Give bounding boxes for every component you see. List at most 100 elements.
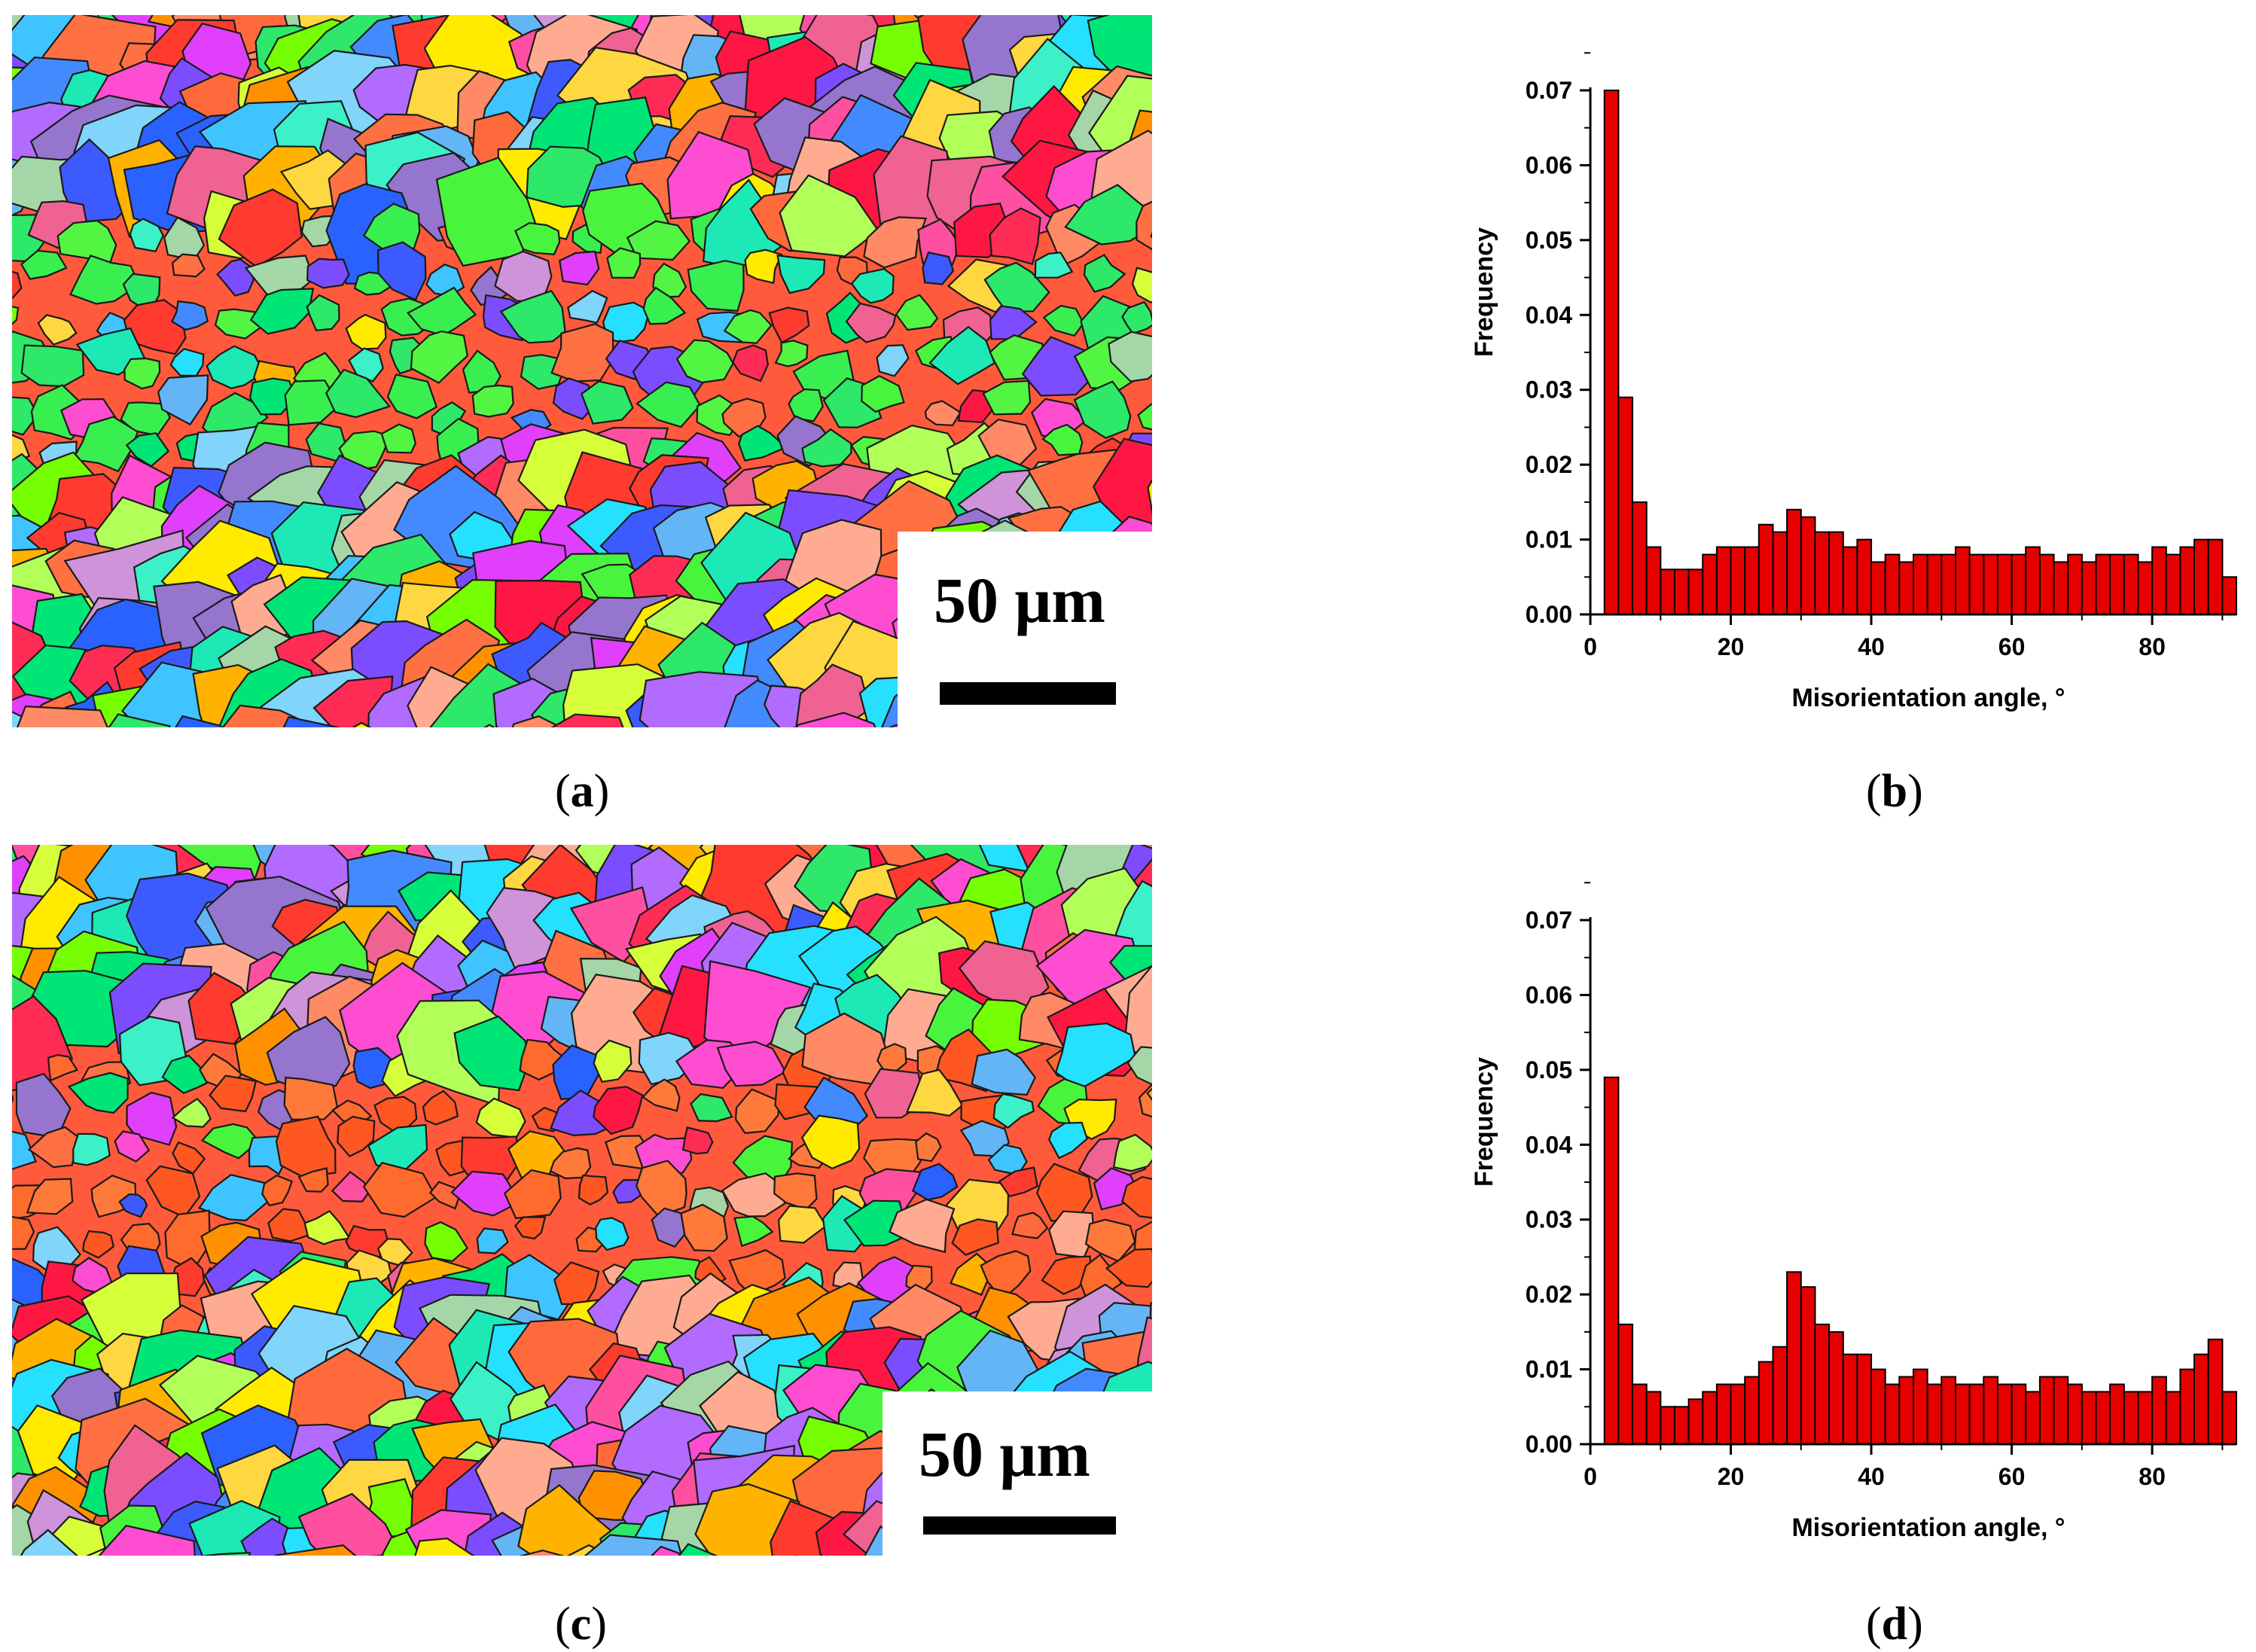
- histogram-b-bar: [2179, 546, 2196, 615]
- histogram-d-bar: [2025, 1391, 2041, 1446]
- histogram-b-bar: [2081, 561, 2097, 616]
- map-c-grain: [126, 1091, 178, 1146]
- histogram-b-bar: [1968, 553, 1985, 615]
- histogram-b-bar: [1870, 561, 1886, 616]
- map-a-grain: [471, 384, 514, 418]
- histogram-d-bar: [2067, 1383, 2083, 1445]
- histogram-b-x-tick-label: 60: [1998, 633, 2026, 660]
- map-c-grain: [47, 1053, 79, 1082]
- map-c-grain: [843, 1199, 910, 1247]
- map-c-grain: [636, 1160, 687, 1218]
- histogram-b-bar: [2123, 553, 2139, 615]
- map-a-grain: [1041, 423, 1084, 456]
- histogram-d-bar: [1758, 1361, 1774, 1445]
- map-a-grain: [876, 344, 910, 377]
- map-c-grain: [26, 1178, 74, 1215]
- histogram-d-bar: [1645, 1391, 1662, 1446]
- scale-label-c: 50 μm: [919, 1418, 1090, 1490]
- map-c-grain: [283, 1076, 338, 1120]
- histogram-b-bar: [1898, 561, 1914, 616]
- map-a-grain: [928, 325, 996, 386]
- map-c-grain: [1123, 964, 1152, 1056]
- histogram-b-bar: [2207, 538, 2224, 615]
- map-c-grain: [612, 1178, 643, 1204]
- map-a-grain: [779, 174, 880, 258]
- map-c-grain: [261, 1174, 294, 1207]
- map-a-grain: [982, 379, 1032, 416]
- map-c-grain: [951, 1218, 999, 1256]
- histogram-b-svg: 0.00 0.01 0.02 0.03 0.04 0.05 0.06 0.07 0 20 40 60 8…: [1470, 52, 2237, 712]
- map-a-grain: [1042, 304, 1085, 337]
- map-a-grain: [12, 270, 23, 299]
- map-a-grain: [1131, 267, 1152, 304]
- histogram-b-bar: [1884, 553, 1901, 615]
- map-a-grain: [380, 423, 416, 454]
- histogram-d-y-tick-label: 0.06: [1526, 981, 1572, 1008]
- map-a-grain: [123, 299, 187, 355]
- map-a-grain: [20, 249, 68, 280]
- histogram-b-y-tick-label: 0.06: [1526, 151, 1572, 178]
- map-c-grain: [905, 1068, 964, 1117]
- map-c-grain: [1112, 1133, 1152, 1172]
- map-a-grain: [17, 706, 109, 727]
- map-a-grain: [788, 388, 824, 422]
- map-c-grain: [949, 1252, 989, 1297]
- histogram-d-x-tick-label: 40: [1858, 1463, 1885, 1490]
- map-a-grain: [1083, 254, 1126, 293]
- map-a-grain: [845, 302, 897, 343]
- histogram-b-bar: [1955, 546, 1971, 615]
- map-a-grain: [216, 258, 255, 297]
- map-c-grain: [12, 1130, 37, 1171]
- map-c-grain: [777, 1205, 828, 1244]
- map-c-grain: [161, 1054, 215, 1095]
- map-a-grain: [801, 428, 852, 468]
- map-c-grain: [20, 1529, 78, 1556]
- histogram-b-bar: [2025, 546, 2041, 615]
- map-c-grain: [1084, 1218, 1136, 1263]
- map-a-grain: [922, 251, 955, 285]
- map-a-grain: [410, 330, 468, 384]
- map-c-grain: [267, 1208, 312, 1242]
- map-a-grain: [723, 309, 773, 344]
- map-a-grain: [924, 400, 962, 427]
- ebsd-map-a: [12, 15, 1152, 727]
- map-c-grain: [716, 1041, 787, 1087]
- histogram-b-bar: [1926, 553, 1943, 615]
- histogram-b-bar: [1617, 396, 1634, 615]
- histogram-b-x-axis-title: Misorientation angle, °: [1791, 684, 2065, 712]
- histogram-d-bar: [2011, 1383, 2027, 1445]
- histogram-d-bar: [1632, 1383, 1648, 1445]
- histogram-b-x-tick-label: 40: [1858, 633, 1885, 660]
- histogram-d-x-tick-label: 80: [2139, 1463, 2166, 1490]
- map-a-grain: [12, 396, 39, 436]
- map-a-grain: [636, 381, 701, 428]
- histogram-d-bar: [1786, 1271, 1802, 1445]
- map-c-grain: [980, 1250, 1032, 1300]
- map-c-grain: [67, 1071, 129, 1114]
- histogram-d-x-axis-title: Misorientation angle, °: [1791, 1513, 2065, 1542]
- histogram-d-bar: [1617, 1323, 1634, 1446]
- map-a-grain: [1136, 200, 1152, 251]
- map-a-grain: [895, 294, 939, 331]
- map-c-grain: [650, 1545, 688, 1556]
- histogram-b-bar: [1856, 538, 1873, 615]
- map-c-grain: [337, 1115, 376, 1157]
- histogram-b-bar: [1913, 553, 1928, 615]
- map-c-grain: [297, 1167, 329, 1193]
- histogram-b-bar: [2165, 553, 2181, 615]
- histogram-d-bar: [2038, 1376, 2055, 1445]
- map-a-grain: [989, 207, 1041, 266]
- map-c-grain: [297, 1492, 403, 1556]
- map-c-grain: [549, 1089, 611, 1137]
- histogram-d-bar: [1913, 1368, 1928, 1445]
- histogram-b: 0.00 0.01 0.02 0.03 0.04 0.05 0.06 0.07 0 20 40 60 8…: [1461, 52, 2256, 738]
- map-c-grain: [690, 1093, 733, 1123]
- map-c-grain: [578, 1174, 609, 1205]
- histogram-d-bar: [2095, 1391, 2111, 1446]
- map-a-grain: [499, 289, 566, 344]
- map-c-grain: [549, 1147, 592, 1180]
- histogram-d-y-tick-label: 0.05: [1526, 1056, 1572, 1084]
- histogram-d-bar: [1940, 1376, 1956, 1445]
- scale-label-a: 50 μm: [934, 564, 1105, 636]
- map-c-grain: [593, 1039, 633, 1083]
